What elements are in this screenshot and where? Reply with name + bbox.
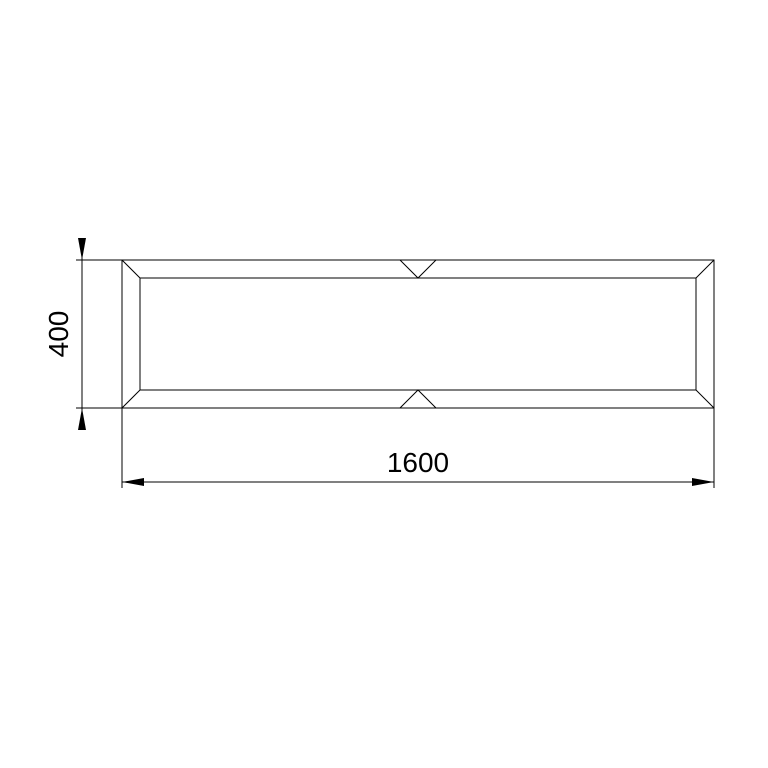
panel-inner <box>140 278 696 390</box>
panel-outer <box>122 260 714 408</box>
bevel-tl <box>122 260 140 278</box>
dim-arrow <box>692 478 714 486</box>
dim-arrow <box>122 478 144 486</box>
dim-arrow <box>78 238 86 260</box>
dim-label-height: 400 <box>43 311 74 358</box>
dim-label-width: 1600 <box>387 447 449 478</box>
notch-bottom <box>400 390 436 408</box>
bevel-bl <box>122 390 140 408</box>
dim-arrow <box>78 408 86 430</box>
bevel-tr <box>696 260 714 278</box>
bevel-br <box>696 390 714 408</box>
technical-drawing: 400 1600 <box>0 0 768 768</box>
notch-top <box>400 260 436 278</box>
